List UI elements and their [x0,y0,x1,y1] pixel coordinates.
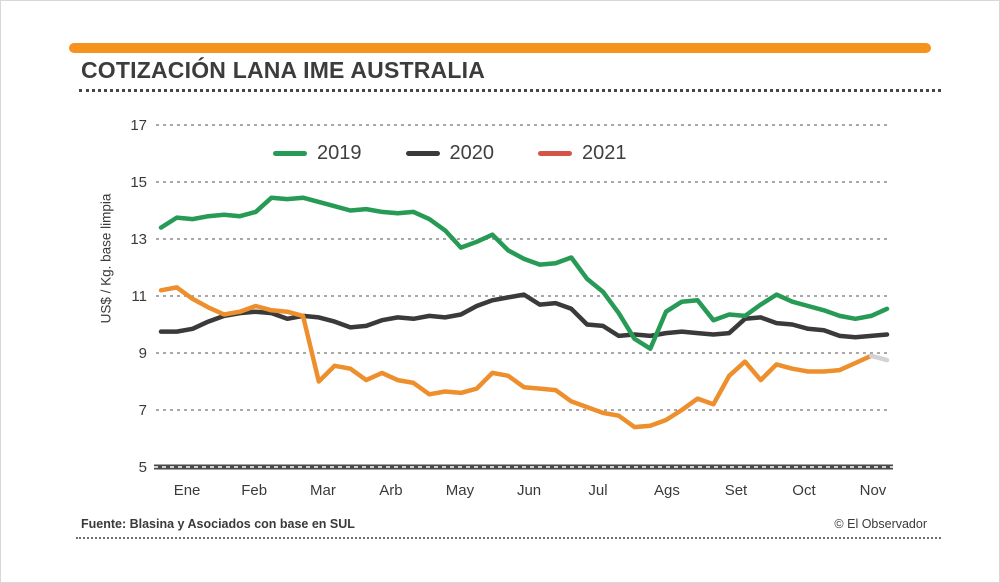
x-tick-label-oct: Oct [792,482,816,499]
x-tick-label-nov: Nov [860,482,887,499]
series-line-2020 [158,292,890,340]
series-line-2021-provisional-tail [868,353,890,363]
x-tick-label-arb: Arb [379,482,402,499]
x-tick-label-set: Set [725,482,748,499]
footer-divider [76,537,941,539]
y-tick-label: 5 [139,459,147,476]
legend-item-2019: 2019 [273,142,362,165]
y-tick-label: 7 [139,402,147,419]
accent-bar [69,43,931,53]
y-tick-label: 17 [130,117,147,134]
legend-item-2020: 2020 [405,142,495,165]
x-tick-label-ags: Ags [654,482,680,499]
y-tick-label: 13 [130,231,147,248]
x-tick-label-jun: Jun [517,482,541,499]
x-tick-label-jul: Jul [588,482,607,499]
x-tick-label-may: May [446,482,475,499]
source-text: Fuente: Blasina y Asociados con base en … [81,517,355,531]
y-axis-title: US$ / Kg. base limpia [98,193,114,324]
x-tick-label-feb: Feb [241,482,267,499]
series-line-2019 [158,195,890,351]
legend-label-2021: 2021 [582,142,627,164]
y-tick-label: 15 [130,174,147,191]
x-tick-label-ene: Ene [174,482,201,499]
legend-swatch-2020 [405,151,440,156]
y-tick-label: 11 [131,288,147,305]
legend-item-2021: 2021 [538,142,627,165]
series-line-2021 [158,285,874,430]
title-divider [79,89,941,92]
y-tick-label: 9 [139,345,147,362]
legend-label-2019: 2019 [317,142,362,164]
chart-legend: 2019 2020 2021 [273,142,627,165]
x-tick-label-mar: Mar [310,482,336,499]
legend-label-2020: 2020 [449,142,495,164]
credit-text: © El Observador [834,517,927,531]
legend-swatch-2019 [273,151,307,156]
page-title: COTIZACIÓN LANA IME AUSTRALIA [81,57,486,83]
legend-swatch-2021 [538,151,572,156]
